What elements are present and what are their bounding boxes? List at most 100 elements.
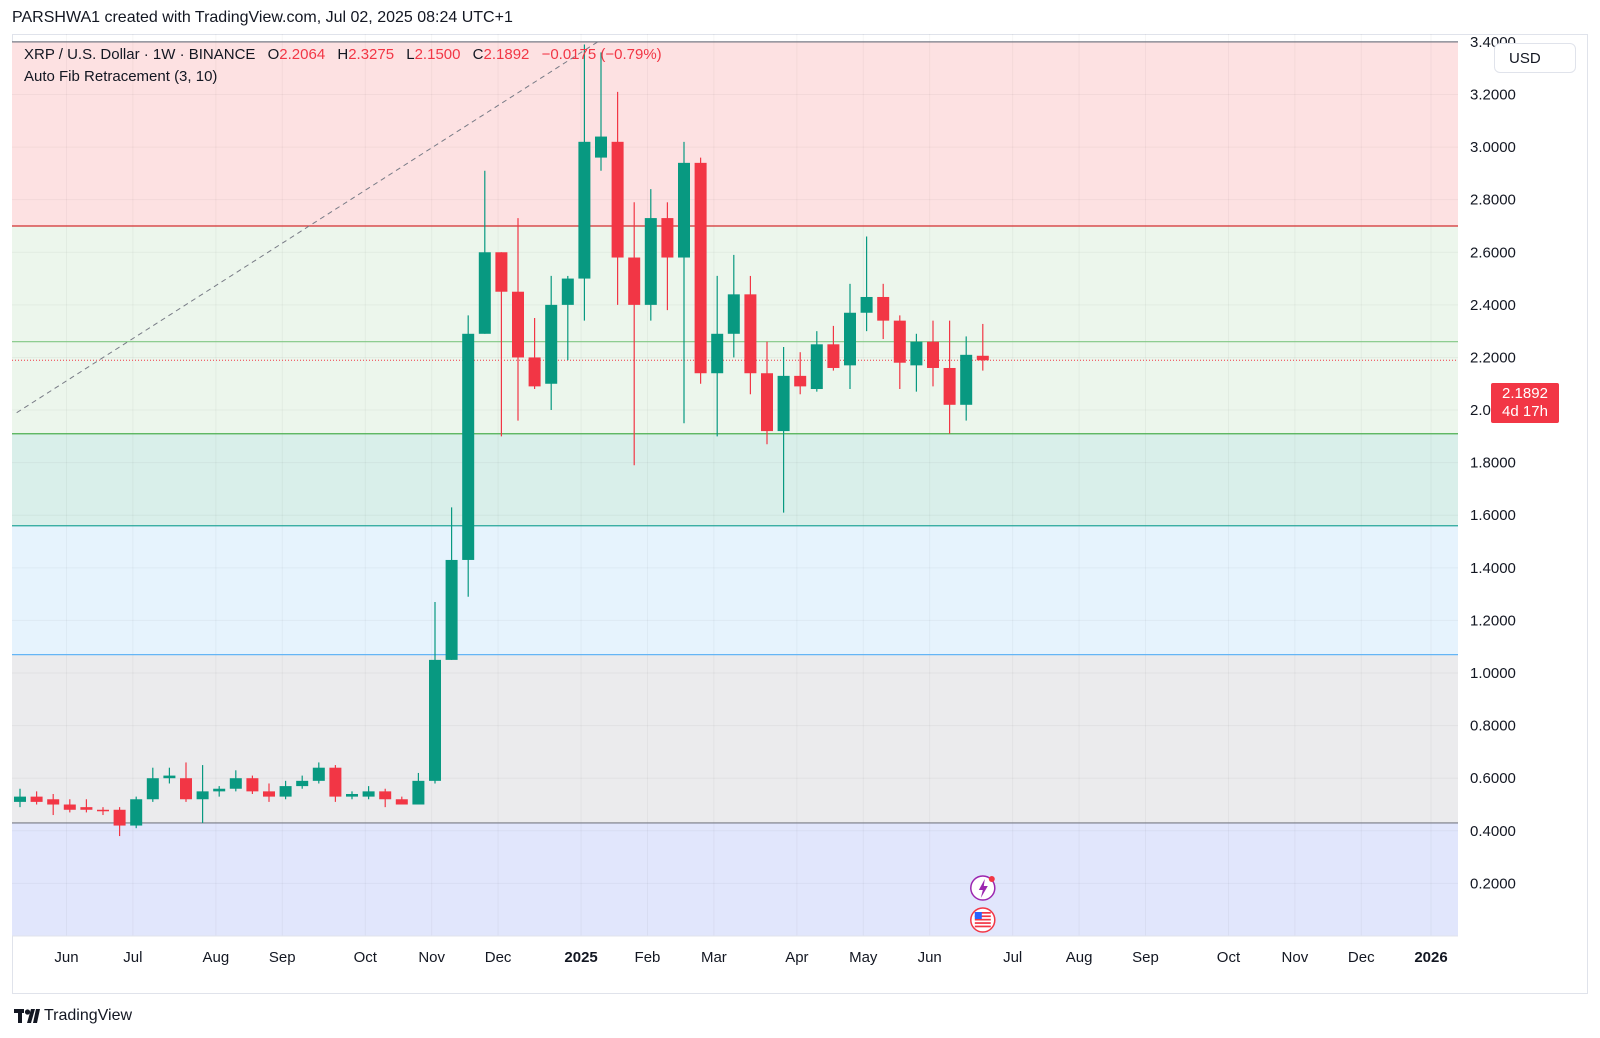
candle-body[interactable] (196, 791, 209, 800)
flag-stripe-icon (974, 922, 991, 924)
candle-body[interactable] (810, 344, 823, 390)
candle-body[interactable] (362, 791, 375, 797)
time-axis-label: Nov (418, 949, 445, 966)
flash-bolt-icon (978, 879, 988, 898)
candle-body[interactable] (661, 218, 674, 258)
candle-body[interactable] (545, 304, 558, 384)
candle-body[interactable] (63, 804, 76, 810)
time-axis-label: Dec (485, 949, 512, 966)
flag-stripe-icon (974, 918, 991, 921)
candle-body[interactable] (927, 341, 939, 368)
flag-stripe-icon (974, 925, 991, 928)
time-axis-label: Oct (354, 949, 378, 966)
candle-body[interactable] (229, 778, 242, 789)
candle-body[interactable] (346, 793, 358, 797)
time-axis-label: Feb (635, 949, 661, 966)
currency-button[interactable]: USD (1494, 43, 1576, 73)
candle-body[interactable] (478, 252, 491, 334)
candle-body[interactable] (578, 141, 591, 279)
candle-body[interactable] (528, 357, 541, 387)
time-axis-label: Nov (1282, 949, 1309, 966)
price-axis-label: 2.6000 (1470, 244, 1516, 261)
candle-body[interactable] (379, 791, 392, 800)
candle-body[interactable] (512, 291, 524, 358)
candle-body[interactable] (893, 320, 906, 363)
candle-body[interactable] (628, 257, 641, 305)
candle-body[interactable] (777, 375, 790, 432)
candle-body[interactable] (727, 294, 740, 334)
candle-body[interactable] (180, 778, 192, 800)
candle-body[interactable] (130, 799, 143, 826)
price-axis-label: 2.2000 (1470, 349, 1516, 366)
candle-body[interactable] (943, 367, 956, 405)
low-label: L (406, 46, 415, 63)
candle-body[interactable] (595, 136, 607, 158)
fib-trend-line[interactable] (16, 41, 598, 414)
high-value: 2.3275 (348, 46, 395, 63)
price-axis-label: 0.6000 (1470, 770, 1516, 787)
price-axis-label: 1.8000 (1470, 455, 1516, 472)
candle-body[interactable] (146, 778, 159, 800)
candle-body[interactable] (329, 767, 342, 797)
close-value: 2.1892 (483, 46, 530, 63)
candle-body[interactable] (263, 791, 275, 797)
candle-body[interactable] (97, 809, 109, 812)
candle-body[interactable] (827, 344, 840, 368)
candle-body[interactable] (761, 373, 773, 432)
candle-body[interactable] (429, 659, 441, 781)
bar-countdown: 4d 17h (1502, 403, 1548, 420)
candle-body[interactable] (844, 312, 856, 366)
candle-body[interactable] (246, 778, 259, 792)
candle-body[interactable] (213, 788, 226, 792)
candle-body[interactable] (794, 375, 807, 387)
price-axis-label: 2.4000 (1470, 297, 1516, 314)
brand-name: TradingView (44, 1007, 133, 1024)
candle-body[interactable] (279, 786, 292, 797)
price-chart[interactable]: 3.40003.20003.00002.80002.60002.40002.20… (12, 34, 1588, 994)
candle-body[interactable] (412, 780, 425, 805)
candle-body[interactable] (395, 799, 408, 805)
candle-body[interactable] (711, 333, 724, 374)
indicator-label[interactable]: Auto Fib Retracement (3, 10) (24, 68, 218, 85)
price-axis-label: 0.8000 (1470, 718, 1516, 735)
price-axis-label: 3.2000 (1470, 86, 1516, 103)
candle-body[interactable] (744, 294, 757, 374)
candle-body[interactable] (80, 807, 93, 810)
price-axis-label: 0.2000 (1470, 875, 1516, 892)
fib-zone-fill (12, 41, 1458, 226)
candle-body[interactable] (976, 355, 989, 361)
candle-body[interactable] (877, 296, 890, 321)
symbol-title[interactable]: XRP / U.S. Dollar · 1W · BINANCE (24, 46, 256, 63)
time-axis-label: Jul (1003, 949, 1022, 966)
tradingview-brand[interactable]: TradingView (14, 1007, 132, 1025)
price-change: −0.0175 (−0.79%) (541, 46, 662, 63)
high-label: H (337, 46, 349, 63)
chart-caption: PARSHWA1 created with TradingView.com, J… (12, 9, 513, 26)
candle-body[interactable] (14, 796, 26, 802)
candle-body[interactable] (47, 799, 60, 805)
open-value: 2.2064 (279, 46, 326, 63)
candle-body[interactable] (644, 218, 657, 305)
candle-body[interactable] (561, 278, 574, 305)
candle-body[interactable] (860, 296, 873, 313)
candle-body[interactable] (462, 333, 475, 560)
candle-body[interactable] (960, 354, 973, 405)
price-axis-label: 3.0000 (1470, 139, 1516, 156)
candle-body[interactable] (163, 775, 176, 779)
symbol-legend: XRP / U.S. Dollar · 1W · BINANCE O2.2064… (24, 46, 662, 63)
candle-body[interactable] (312, 767, 325, 781)
candle-body[interactable] (296, 780, 309, 787)
candle-body[interactable] (611, 141, 624, 258)
flag-stripe-icon (974, 915, 991, 918)
flag-canton-icon (974, 912, 982, 919)
candle-body[interactable] (113, 809, 126, 826)
candle-body[interactable] (495, 252, 508, 292)
candle-body[interactable] (678, 162, 690, 258)
candle-body[interactable] (694, 162, 707, 374)
tradingview-logo-icon (14, 1009, 40, 1023)
candle-body[interactable] (910, 341, 923, 366)
fib-zone-fill (12, 341, 1458, 434)
candle-body[interactable] (30, 796, 43, 802)
candle-body[interactable] (445, 559, 458, 660)
price-axis-label: 0.4000 (1470, 823, 1516, 840)
